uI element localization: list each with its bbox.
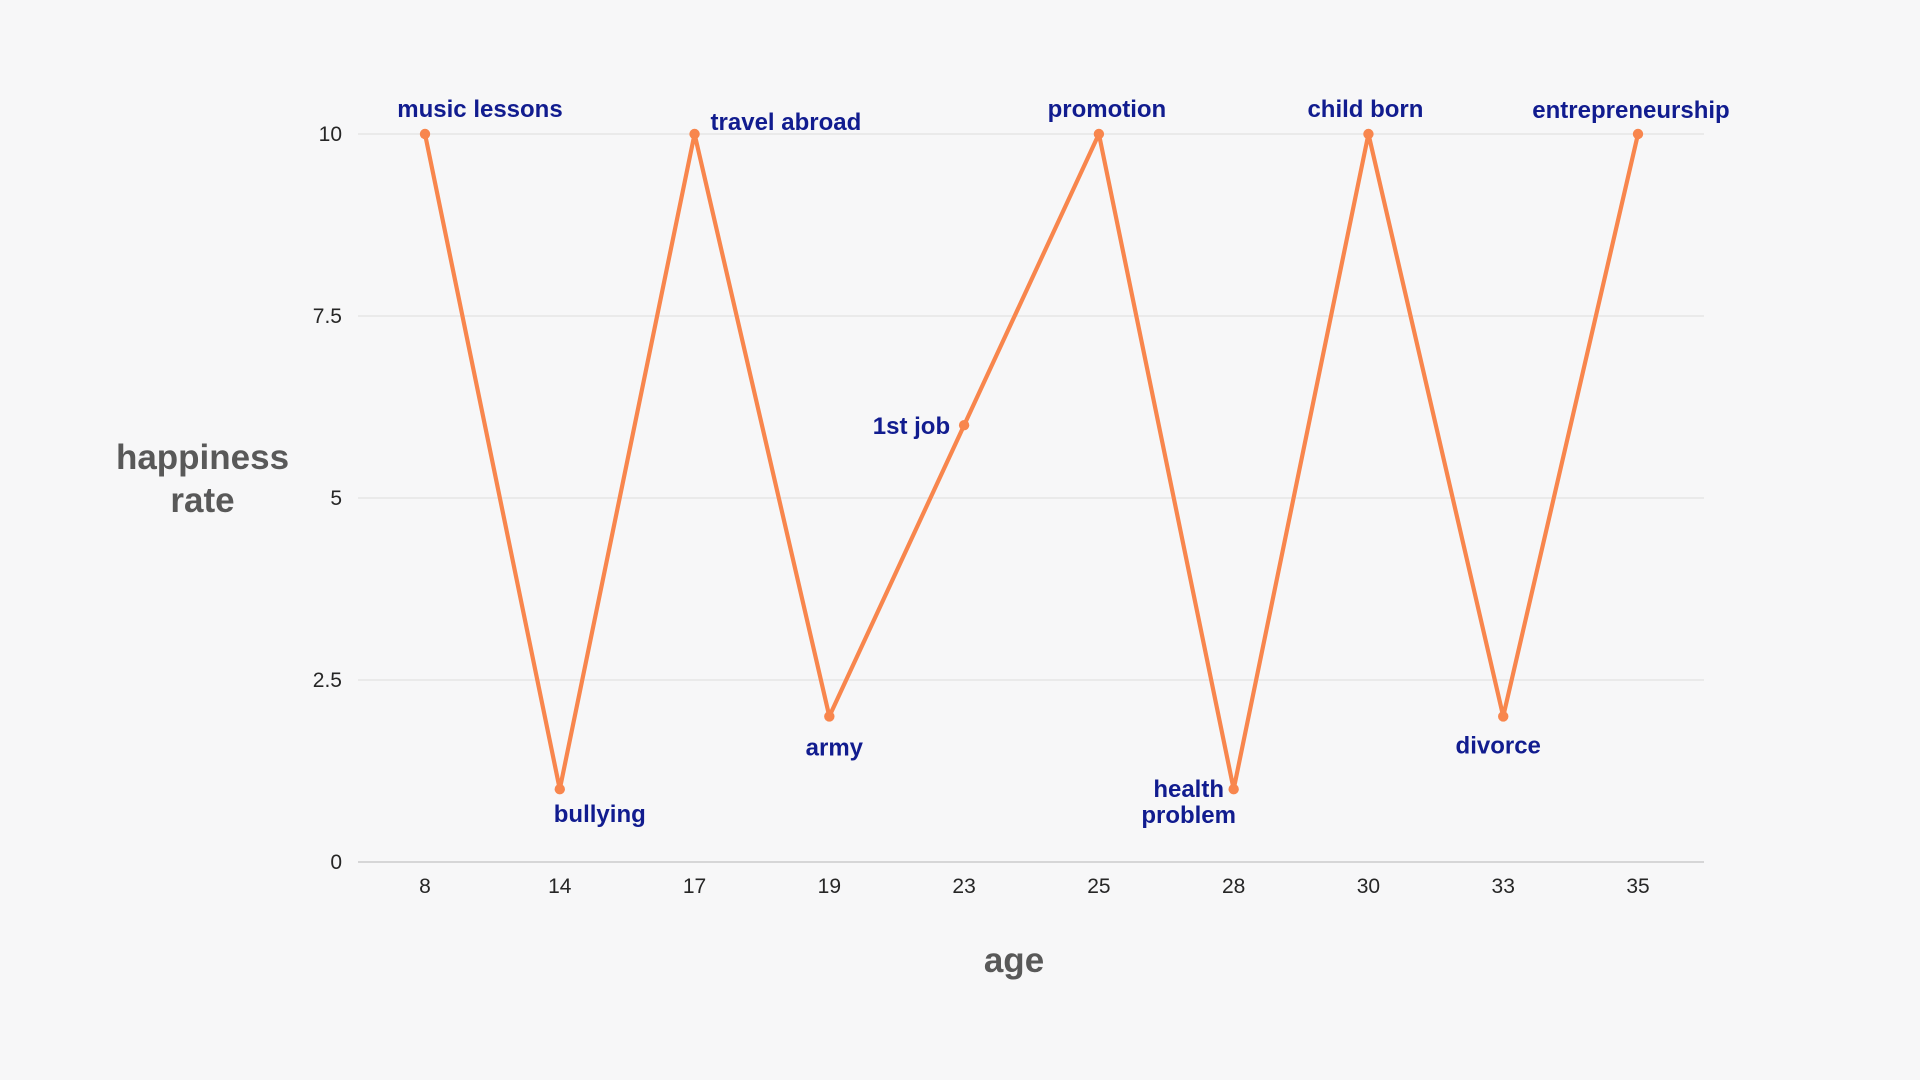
x-tick-label: 14 — [548, 875, 572, 898]
y-tick-label: 10 — [319, 123, 342, 146]
happiness-line — [422, 131, 1641, 792]
point-annotation: health problem — [1141, 776, 1236, 829]
x-axis-title: age — [983, 941, 1045, 980]
data-point-marker[interactable] — [1632, 128, 1644, 140]
data-point-marker[interactable] — [1498, 711, 1509, 722]
point-annotation: 1st job — [873, 413, 950, 440]
y-tick-label: 2.5 — [313, 669, 342, 692]
data-point-marker[interactable] — [1363, 128, 1374, 140]
data-point-marker[interactable] — [958, 420, 970, 431]
point-annotation: travel abroad — [711, 109, 862, 136]
point-annotation: bullying — [554, 801, 646, 828]
point-annotation: promotion — [1048, 96, 1167, 123]
data-point-marker[interactable] — [1093, 128, 1105, 140]
point-annotation: music lessons — [397, 96, 562, 123]
point-annotation: army — [806, 734, 864, 761]
data-point-marker[interactable] — [1228, 784, 1239, 795]
data-point-marker[interactable] — [554, 784, 565, 795]
data-point-marker[interactable] — [824, 711, 835, 722]
y-axis-title: happiness rate — [115, 438, 290, 520]
data-point-marker[interactable] — [689, 128, 700, 140]
data-point-marker[interactable] — [419, 128, 431, 140]
x-tick-label: 35 — [1626, 875, 1649, 898]
y-tick-label: 5 — [330, 487, 342, 510]
x-tick-label: 8 — [419, 875, 431, 898]
x-tick-label: 17 — [683, 875, 706, 898]
y-tick-label: 0 — [330, 851, 342, 874]
point-annotation-line2: problem — [1141, 802, 1236, 829]
x-tick-label: 33 — [1492, 875, 1515, 898]
x-tick-label: 19 — [818, 875, 841, 898]
x-tick-label: 25 — [1087, 875, 1110, 898]
x-tick-label: 28 — [1222, 875, 1245, 898]
point-annotation: entrepreneurship — [1532, 97, 1729, 124]
x-tick-label: 30 — [1357, 875, 1380, 898]
point-annotation: divorce — [1456, 732, 1541, 759]
x-tick-label: 23 — [952, 875, 975, 898]
point-annotation: child born — [1307, 96, 1423, 123]
y-tick-label: 7.5 — [313, 305, 342, 328]
